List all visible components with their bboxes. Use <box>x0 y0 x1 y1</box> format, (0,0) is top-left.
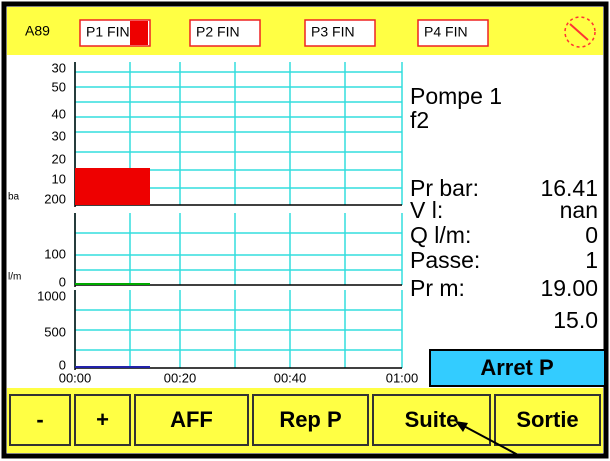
tag-box[interactable] <box>304 19 376 47</box>
x-tick-label: 00:20 <box>164 370 197 385</box>
y-tick-label: 40 <box>52 106 66 121</box>
tag-label: P3 FIN <box>311 24 355 40</box>
y-tick-label: 100 <box>44 246 66 261</box>
field-value: 16.41 <box>540 175 598 201</box>
tag-box[interactable] <box>417 19 489 47</box>
field-value: 0 <box>585 222 598 248</box>
field-value: nan <box>560 197 598 223</box>
soft-button[interactable] <box>74 394 131 446</box>
y-tick-label: 500 <box>44 324 66 339</box>
field-label: Q l/m: <box>410 222 471 248</box>
soft-button[interactable] <box>372 394 491 446</box>
tag-progress <box>130 21 148 45</box>
soft-button[interactable] <box>134 394 249 446</box>
status-button[interactable] <box>429 349 606 387</box>
field-value: 19.00 <box>540 275 598 301</box>
y-tick-label: 0 <box>59 357 66 372</box>
x-tick-label: 00:40 <box>274 370 307 385</box>
panel-title: Pompe 1 <box>410 83 502 109</box>
y-tick-label: 50 <box>52 79 66 94</box>
soft-button[interactable] <box>252 394 369 446</box>
y-tick-label: 1000 <box>37 288 66 303</box>
soft-button-label: Rep P <box>279 407 341 432</box>
y-unit: l/m <box>8 272 21 283</box>
field-value: 15.0 <box>553 307 598 333</box>
y-tick-label: 0 <box>59 274 66 289</box>
tag-label: P2 FIN <box>196 24 240 40</box>
soft-button-label: Suite <box>405 407 459 432</box>
soft-button[interactable] <box>494 394 601 446</box>
soft-button[interactable] <box>9 394 71 446</box>
field-label: V l: <box>410 197 443 223</box>
soft-button-label: + <box>96 407 109 432</box>
field-value: 1 <box>585 247 598 273</box>
pressure-bar <box>75 168 150 205</box>
field-label: Pr m: <box>410 275 465 301</box>
panel-subtitle: f2 <box>410 107 429 133</box>
y-tick-label: 200 <box>44 191 66 206</box>
tag-label: P4 FIN <box>424 24 468 40</box>
y-tick-label: 30 <box>52 60 66 75</box>
field-label: Passe: <box>410 247 480 273</box>
x-tick-label: 00:00 <box>59 370 92 385</box>
soft-button-label: - <box>36 407 43 432</box>
y-unit: ba <box>8 192 20 203</box>
screen-code: A89 <box>25 23 50 39</box>
cursor-arrow <box>455 421 521 457</box>
y-tick-label: 10 <box>52 171 66 186</box>
clock-icon <box>564 16 596 48</box>
status-button-label: Arret P <box>480 355 553 380</box>
field-label: Pr bar: <box>410 175 479 201</box>
soft-button-label: Sortie <box>516 407 578 432</box>
y-tick-label: 20 <box>52 151 66 166</box>
tag-box[interactable] <box>189 19 261 47</box>
tag-label: P1 FIN <box>86 24 130 40</box>
x-tick-label: 01:00 <box>386 370 419 385</box>
y-tick-label: 30 <box>52 128 66 143</box>
soft-button-label: AFF <box>170 407 213 432</box>
